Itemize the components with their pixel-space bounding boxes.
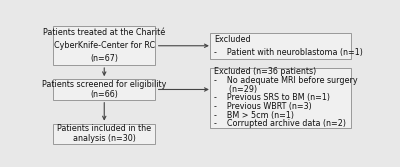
Text: (n=67): (n=67): [90, 54, 118, 63]
FancyBboxPatch shape: [53, 79, 155, 100]
Text: Patients included in the: Patients included in the: [57, 124, 151, 133]
Text: -    No adequate MRI before surgery: - No adequate MRI before surgery: [214, 76, 358, 85]
FancyBboxPatch shape: [53, 26, 155, 65]
Text: -    Previous SRS to BM (n=1): - Previous SRS to BM (n=1): [214, 93, 330, 102]
Text: -    Patient with neuroblastoma (n=1): - Patient with neuroblastoma (n=1): [214, 48, 363, 57]
FancyBboxPatch shape: [53, 124, 155, 144]
Text: Patients treated at the Charité: Patients treated at the Charité: [43, 28, 165, 37]
Text: CyberKnife-Center for RC: CyberKnife-Center for RC: [54, 41, 155, 50]
Text: (n=29): (n=29): [214, 85, 257, 94]
Text: Excluded: Excluded: [214, 35, 251, 44]
Text: (n=66): (n=66): [90, 90, 118, 99]
Text: Patients screened for eligibility: Patients screened for eligibility: [42, 80, 166, 89]
Text: -    BM > 5cm (n=1): - BM > 5cm (n=1): [214, 111, 294, 120]
FancyBboxPatch shape: [210, 33, 352, 59]
Text: -    Previous WBRT (n=3): - Previous WBRT (n=3): [214, 102, 312, 111]
Text: analysis (n=30): analysis (n=30): [73, 134, 136, 143]
FancyBboxPatch shape: [210, 68, 352, 128]
Text: -    Corrupted archive data (n=2): - Corrupted archive data (n=2): [214, 119, 346, 128]
Text: Excluded (n=36 patients): Excluded (n=36 patients): [214, 67, 316, 76]
